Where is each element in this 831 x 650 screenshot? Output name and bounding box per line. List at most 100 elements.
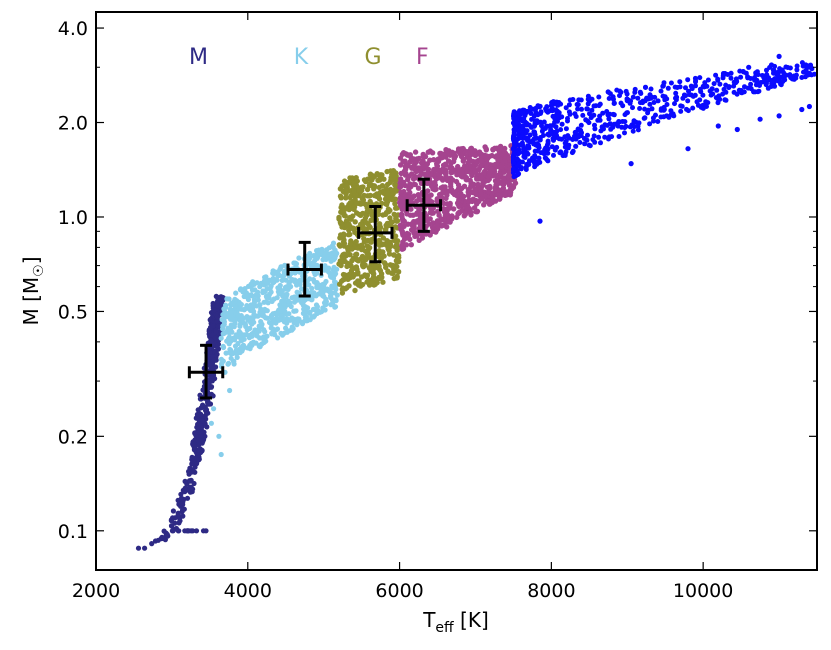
data-point <box>251 297 257 303</box>
data-point <box>686 92 692 98</box>
data-point <box>339 202 345 208</box>
data-point <box>343 186 349 193</box>
data-point <box>395 269 402 275</box>
data-point <box>448 186 454 193</box>
data-point <box>470 196 476 202</box>
data-point <box>506 170 512 176</box>
data-point <box>237 349 243 356</box>
data-point <box>435 156 441 162</box>
data-point <box>471 165 477 172</box>
data-point <box>723 89 729 95</box>
data-point <box>427 232 433 238</box>
data-point <box>270 311 276 317</box>
data-point <box>556 112 562 118</box>
x-tick-label: 8000 <box>527 580 575 602</box>
data-point <box>264 280 271 286</box>
data-point <box>292 270 298 276</box>
data-point <box>631 124 637 130</box>
data-point <box>229 309 235 315</box>
data-point <box>532 132 538 138</box>
data-point <box>215 346 221 352</box>
data-point <box>245 296 251 303</box>
data-point <box>478 174 484 180</box>
data-point <box>511 166 517 172</box>
data-point <box>596 94 602 100</box>
data-point <box>761 75 767 81</box>
data-point <box>376 248 382 254</box>
data-point <box>329 250 335 256</box>
data-point <box>316 309 322 315</box>
data-point <box>711 81 717 87</box>
data-point <box>585 132 590 138</box>
data-point <box>495 152 501 159</box>
data-point <box>741 89 747 95</box>
data-point <box>592 139 598 145</box>
data-point <box>465 186 472 193</box>
data-point <box>135 545 142 551</box>
data-point <box>426 221 432 227</box>
data-point <box>531 141 537 147</box>
data-point <box>614 87 620 93</box>
data-point <box>452 153 459 159</box>
data-point <box>356 211 362 218</box>
data-point <box>606 134 612 140</box>
data-point <box>463 174 470 181</box>
data-point <box>579 106 584 112</box>
errorbar-m <box>187 343 225 400</box>
data-point <box>799 106 805 113</box>
data-point <box>430 181 436 188</box>
data-point <box>567 111 573 117</box>
data-point <box>227 328 233 334</box>
data-point <box>517 135 523 141</box>
data-point <box>679 103 685 109</box>
data-point <box>377 224 384 231</box>
data-point <box>190 528 196 534</box>
data-point <box>501 148 507 154</box>
data-point <box>616 119 622 124</box>
data-point <box>476 198 482 205</box>
data-point <box>449 169 455 175</box>
data-point <box>576 97 582 103</box>
data-point <box>748 81 754 87</box>
data-point <box>700 83 706 89</box>
data-point <box>754 79 760 84</box>
data-point <box>339 224 345 230</box>
data-point <box>414 218 420 224</box>
data-point <box>227 346 233 353</box>
data-point <box>368 237 375 243</box>
data-point <box>531 113 537 119</box>
data-point <box>516 162 522 168</box>
data-point <box>312 307 318 313</box>
data-point <box>493 180 500 187</box>
data-point <box>598 140 603 146</box>
data-point <box>734 126 740 133</box>
data-point <box>407 236 413 242</box>
data-point <box>440 189 446 196</box>
data-point <box>456 185 462 192</box>
data-point <box>220 344 227 351</box>
data-point <box>197 417 203 424</box>
data-point <box>446 204 452 211</box>
data-point <box>492 185 498 191</box>
data-point <box>237 287 243 293</box>
data-point <box>485 189 492 195</box>
data-point <box>353 238 359 245</box>
data-point <box>635 123 641 129</box>
data-point <box>545 150 551 156</box>
data-point <box>322 250 328 256</box>
data-point <box>255 327 261 333</box>
data-point <box>365 208 371 214</box>
data-point <box>209 378 215 384</box>
data-point <box>806 103 813 110</box>
data-point <box>425 188 431 194</box>
data-point <box>264 286 270 292</box>
data-point <box>573 143 579 149</box>
data-point <box>340 271 347 278</box>
data-point <box>184 495 191 501</box>
data-point <box>516 171 522 177</box>
data-point <box>259 335 265 341</box>
data-point <box>187 485 193 491</box>
data-point <box>690 105 696 111</box>
data-point <box>262 329 268 335</box>
data-point <box>622 112 628 118</box>
